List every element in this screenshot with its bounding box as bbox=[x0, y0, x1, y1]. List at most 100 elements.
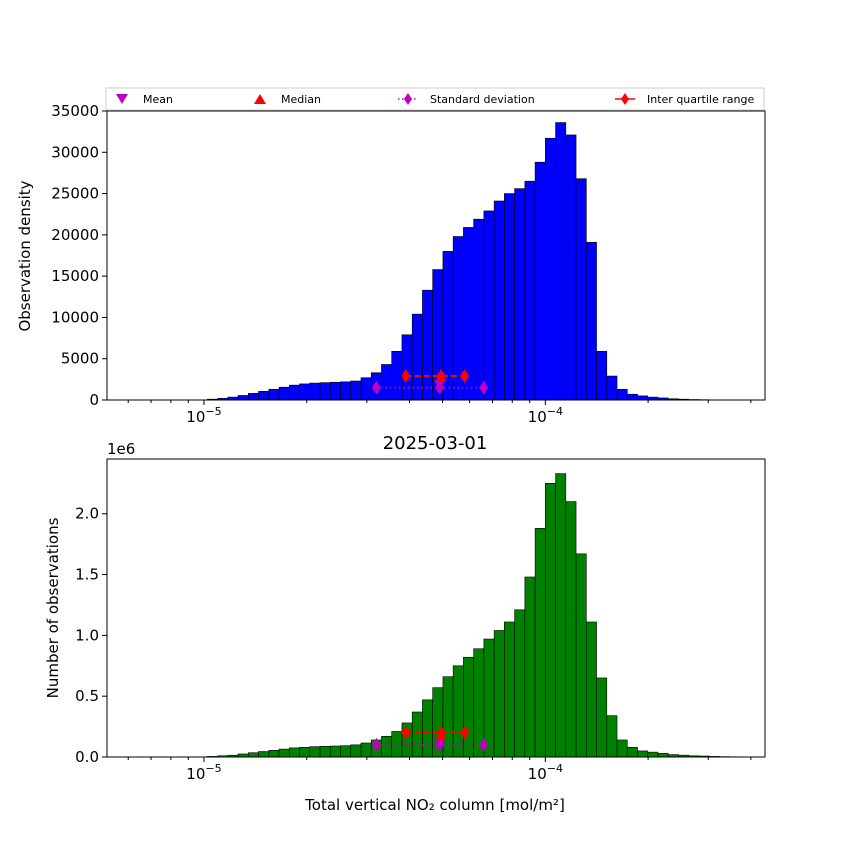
x-tick-label-base: 10 bbox=[186, 408, 205, 426]
histogram-bar bbox=[381, 736, 393, 758]
histogram-bar bbox=[248, 752, 259, 758]
stats-group bbox=[371, 725, 489, 752]
y-tick-label: 1.0 bbox=[75, 626, 99, 644]
y-tick-label: 35000 bbox=[51, 102, 99, 120]
histogram-bar bbox=[268, 750, 280, 758]
histogram-bar bbox=[258, 391, 270, 401]
legend: Mean Median Standard deviation Inter qua… bbox=[105, 87, 765, 111]
histogram-bar bbox=[585, 621, 597, 758]
y-tick-label: 25000 bbox=[51, 185, 99, 203]
legend-entry-mean: Mean bbox=[116, 93, 173, 106]
histogram-bar bbox=[422, 699, 433, 758]
histogram-bar bbox=[463, 656, 474, 758]
histogram-bar bbox=[288, 384, 300, 401]
iqr-marker bbox=[460, 369, 470, 384]
x-tick-label: 10−4 bbox=[528, 762, 563, 783]
std-marker bbox=[479, 737, 489, 752]
mean-marker bbox=[434, 380, 446, 391]
histogram-bar bbox=[545, 483, 556, 758]
histogram-bar bbox=[391, 731, 403, 758]
axes-frame bbox=[106, 110, 766, 401]
y-tick-label: 1.5 bbox=[75, 566, 99, 584]
histogram-bar bbox=[565, 134, 577, 401]
x-tick-label: 10−5 bbox=[186, 762, 221, 783]
x-tick-label: 10−4 bbox=[528, 405, 563, 426]
x-ticks: 10−5 10−4 bbox=[127, 757, 752, 783]
histogram-bar bbox=[637, 750, 649, 758]
histogram-bar bbox=[626, 393, 638, 401]
histogram-bar bbox=[340, 381, 352, 401]
histogram-bar bbox=[288, 747, 300, 758]
histogram-bar bbox=[493, 200, 505, 401]
histogram-bar bbox=[524, 576, 536, 758]
x-tick-label-exponent: −5 bbox=[205, 762, 221, 775]
histogram-bar bbox=[606, 375, 618, 401]
legend-entry-inter-quartile-range: Inter quartile range bbox=[615, 93, 754, 106]
x-ticks: 10−5 10−4 bbox=[127, 400, 752, 426]
x-axis-label: Total vertical NO₂ column [mol/m²] bbox=[304, 796, 565, 814]
histogram-bar bbox=[391, 350, 403, 401]
legend-median-marker bbox=[254, 94, 266, 104]
y-tick-label: 10000 bbox=[51, 308, 99, 326]
legend-mean-marker bbox=[116, 94, 128, 104]
histogram-bar bbox=[596, 677, 608, 758]
iqr-marker bbox=[401, 369, 411, 384]
y-ticks: 0.0 0.5 1.0 1.5 2.0 bbox=[75, 505, 107, 766]
chart-title: 2025-03-01 bbox=[383, 433, 488, 454]
bars-group bbox=[207, 122, 741, 401]
y-tick-label: 0.0 bbox=[75, 748, 99, 766]
legend-median-label: Median bbox=[281, 93, 321, 106]
histogram-bar bbox=[381, 364, 393, 401]
histogram-bar bbox=[329, 745, 341, 758]
histogram-bar bbox=[483, 210, 495, 401]
x-tick-label-exponent: −4 bbox=[547, 405, 563, 418]
histogram-bar bbox=[319, 745, 331, 758]
legend-entry-median: Median bbox=[254, 93, 321, 106]
histogram-bar bbox=[493, 630, 505, 758]
legend-std-label: Standard deviation bbox=[430, 93, 535, 106]
y-tick-label: 30000 bbox=[51, 143, 99, 161]
y-tick-label: 5000 bbox=[61, 350, 99, 368]
histogram-bar bbox=[596, 350, 608, 401]
x-tick-label: 10−5 bbox=[186, 405, 221, 426]
histogram-bar bbox=[360, 377, 372, 401]
histogram-bar bbox=[606, 715, 618, 758]
histogram-bar bbox=[258, 751, 270, 758]
legend-entry-standard-deviation: Standard deviation bbox=[398, 93, 535, 106]
legend-iqr-marker bbox=[621, 93, 629, 105]
histogram-bar bbox=[657, 753, 669, 758]
count-histogram-panel: 2025-03-01 1e6 Number of observations To… bbox=[44, 433, 766, 814]
stats-group bbox=[371, 369, 489, 395]
histogram-bar bbox=[514, 188, 526, 401]
histogram-bar bbox=[504, 621, 515, 758]
histogram-bar bbox=[616, 388, 628, 401]
histogram-bar bbox=[299, 383, 311, 401]
histogram-bar bbox=[585, 241, 597, 401]
x-tick-label-base: 10 bbox=[186, 765, 205, 783]
histogram-bar bbox=[422, 289, 433, 401]
histogram-bar bbox=[545, 137, 556, 401]
iqr-marker bbox=[401, 725, 411, 740]
median-marker bbox=[435, 371, 447, 382]
histogram-bar bbox=[473, 218, 485, 401]
x-tick-label-base: 10 bbox=[528, 408, 547, 426]
histogram-bar bbox=[647, 751, 659, 758]
histogram-bar bbox=[237, 395, 249, 401]
median-marker bbox=[435, 730, 447, 741]
histogram-bar bbox=[401, 334, 413, 401]
legend-mean-label: Mean bbox=[143, 93, 173, 106]
histogram-bar bbox=[278, 748, 290, 758]
x-tick-label-exponent: −5 bbox=[205, 405, 221, 418]
y-offset-text: 1e6 bbox=[107, 440, 135, 458]
histogram-bar bbox=[411, 711, 423, 758]
y-tick-label: 0.5 bbox=[75, 687, 99, 705]
x-tick-label-base: 10 bbox=[528, 765, 547, 783]
bars-group bbox=[207, 473, 751, 758]
histogram-bar bbox=[504, 193, 515, 401]
histogram-bar bbox=[616, 739, 628, 758]
histogram-bar bbox=[565, 501, 577, 758]
axes-frame bbox=[106, 458, 766, 758]
histogram-bar bbox=[299, 746, 311, 758]
y-tick-label: 20000 bbox=[51, 226, 99, 244]
histogram-bar bbox=[248, 393, 259, 401]
